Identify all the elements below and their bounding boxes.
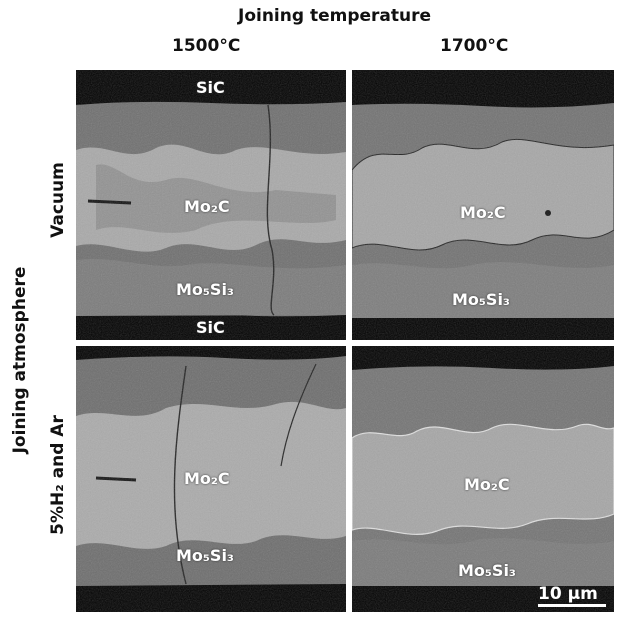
label-sic-top: SiC — [196, 78, 225, 97]
micrograph-1500-h2-ar: Mo₂C Mo₅Si₃ — [76, 346, 346, 612]
row-label-vacuum: Vacuum — [48, 162, 68, 238]
micrograph-1700-h2-ar: Mo₂C Mo₅Si₃ 10 μm — [352, 346, 614, 612]
label-mo5si3: Mo₅Si₃ — [458, 561, 516, 580]
label-mo5si3: Mo₅Si₃ — [176, 546, 234, 565]
micrograph-1500-vacuum: SiC Mo₂C Mo₅Si₃ SiC — [76, 70, 346, 340]
micrograph-image — [76, 346, 346, 612]
scale-bar — [538, 604, 606, 607]
micrograph-image — [76, 70, 346, 340]
column-axis-title: Joining temperature — [238, 6, 432, 26]
label-mo2c: Mo₂C — [464, 475, 510, 494]
label-mo2c: Mo₂C — [184, 469, 230, 488]
label-mo2c: Mo₂C — [460, 203, 506, 222]
column-label-1500: 1500°C — [172, 36, 241, 56]
scale-bar-label: 10 μm — [538, 584, 598, 604]
micrograph-image — [352, 70, 614, 340]
label-mo5si3: Mo₅Si₃ — [176, 280, 234, 299]
label-mo5si3: Mo₅Si₃ — [452, 290, 510, 309]
label-sic-bottom: SiC — [196, 318, 225, 337]
row-axis-title: Joining atmosphere — [10, 266, 30, 454]
row-label-h2-ar: 5%H₂ and Ar — [48, 415, 68, 535]
micrograph-image — [352, 346, 614, 612]
micrograph-1700-vacuum: Mo₂C Mo₅Si₃ — [352, 70, 614, 340]
label-mo2c: Mo₂C — [184, 197, 230, 216]
column-label-1700: 1700°C — [440, 36, 509, 56]
